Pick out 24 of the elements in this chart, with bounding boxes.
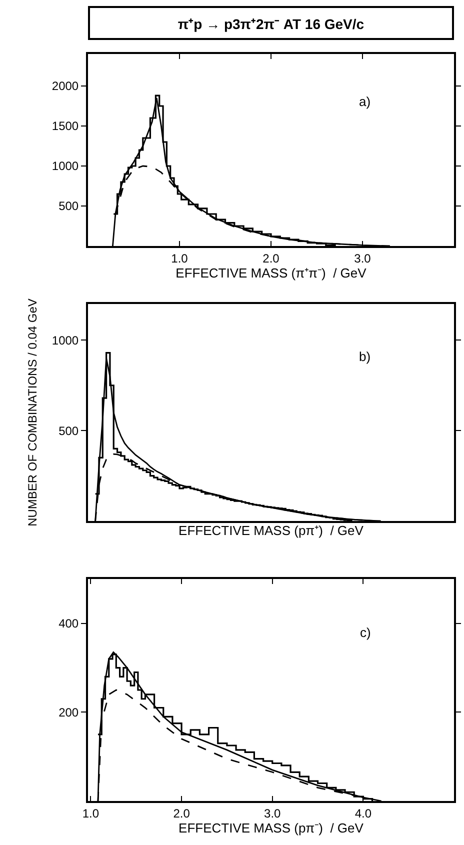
x-tick-label: 1.0 xyxy=(82,806,100,820)
y-tick-label: 1500 xyxy=(52,119,79,134)
x-axis-title: EFFECTIVE MASS (pπ⁻) / GeV xyxy=(178,820,364,836)
title-frame: π⁺p → p3π⁺2π⁻ AT 16 GeV/c xyxy=(88,6,454,40)
y-tick-label: 1000 xyxy=(52,333,79,348)
y-axis-title: NUMBER OF COMBINATIONS / 0.04 GeV xyxy=(26,298,40,526)
y-tick-label: 200 xyxy=(58,705,79,720)
x-tick-label: 4.0 xyxy=(354,806,372,820)
y-tick-label: 2000 xyxy=(52,79,79,94)
annotation: b) xyxy=(359,349,371,364)
x-axis-title: EFFECTIVE MASS (pπ⁺) / GeV xyxy=(178,523,364,538)
x-tick-label: 2.0 xyxy=(262,251,280,266)
y-tick-label: 500 xyxy=(58,424,79,438)
chart-title: π⁺p → p3π⁺2π⁻ AT 16 GeV/c xyxy=(178,14,364,32)
y-tick-label: 500 xyxy=(58,199,79,214)
x-tick-label: 3.0 xyxy=(264,806,282,820)
x-axis-title: EFFECTIVE MASS (π⁺π⁻) / GeV xyxy=(176,266,367,280)
annotation: a) xyxy=(359,94,371,109)
x-tick-label: 1.0 xyxy=(171,251,188,266)
x-tick-label: 2.0 xyxy=(173,806,190,820)
y-tick-label: 1000 xyxy=(52,159,79,174)
x-tick-label: 3.0 xyxy=(354,251,372,266)
y-tick-label: 400 xyxy=(58,616,79,631)
annotation: c) xyxy=(360,625,371,640)
